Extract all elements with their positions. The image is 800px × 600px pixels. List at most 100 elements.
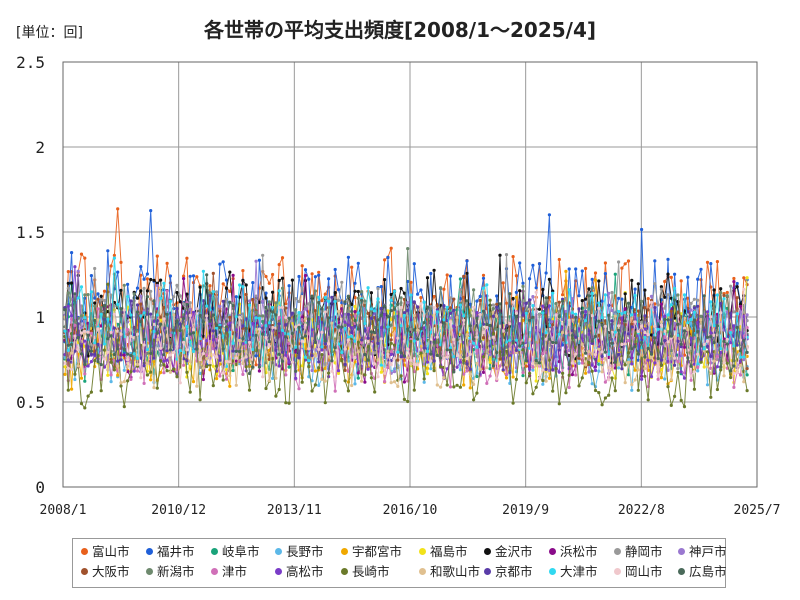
legend-label: 岡山市 [625, 564, 663, 579]
data-point [224, 278, 229, 282]
legend-label: 大阪市 [92, 564, 130, 579]
data-point [251, 297, 255, 302]
data-point [172, 350, 176, 354]
data-point [729, 284, 733, 288]
data-point [350, 334, 354, 338]
data-point [587, 294, 591, 298]
data-point [409, 293, 413, 297]
data-point [119, 288, 123, 292]
data-point [297, 311, 301, 315]
data-point [221, 371, 225, 375]
legend-marker [275, 568, 282, 575]
data-point [221, 327, 225, 331]
data-point [719, 301, 723, 305]
data-point [587, 360, 591, 365]
y-tick-label: 2.5 [16, 53, 45, 72]
legend-label: 長野市 [286, 544, 324, 559]
data-point [287, 365, 291, 369]
data-point [122, 351, 126, 355]
data-point [640, 338, 644, 342]
data-point [379, 363, 383, 367]
data-point [89, 324, 93, 328]
data-point [409, 337, 413, 341]
legend-item: 静岡市 [614, 543, 663, 561]
data-point [738, 338, 743, 342]
data-point [224, 368, 229, 372]
data-point [102, 342, 107, 346]
data-point [607, 291, 611, 295]
data-point [313, 369, 317, 373]
data-point [626, 332, 631, 336]
data-point [699, 318, 703, 322]
data-point [149, 312, 153, 316]
legend-label: 京都市 [495, 564, 533, 579]
data-point [303, 317, 308, 321]
legend-item: 大阪市 [81, 563, 130, 581]
data-point [155, 338, 159, 342]
data-point [577, 353, 581, 358]
data-point [488, 298, 492, 302]
data-point [742, 338, 746, 343]
legend-marker [146, 568, 153, 575]
data-point [376, 341, 380, 345]
data-point [188, 365, 192, 369]
legend-marker [549, 568, 556, 575]
data-point [600, 354, 604, 358]
data-point [406, 356, 410, 360]
data-point [485, 381, 489, 385]
data-point [696, 277, 700, 281]
data-point [623, 292, 627, 296]
data-point [719, 311, 723, 315]
data-point [429, 352, 433, 356]
data-point [73, 323, 77, 327]
data-point [491, 306, 495, 311]
data-point [705, 344, 710, 348]
data-point [155, 386, 159, 390]
data-point [152, 329, 156, 334]
data-point [465, 259, 469, 263]
data-point [610, 341, 614, 345]
data-point [561, 293, 565, 297]
data-point [702, 365, 706, 369]
data-point [287, 316, 291, 320]
data-point [198, 309, 202, 313]
data-point [198, 398, 202, 402]
data-point [402, 291, 406, 295]
data-point [544, 314, 548, 318]
data-point [541, 382, 545, 386]
data-point [590, 382, 594, 386]
data-point [442, 356, 446, 360]
data-point [653, 324, 657, 328]
data-point [254, 259, 258, 263]
data-point [399, 306, 403, 310]
data-point [738, 363, 743, 367]
data-point [419, 288, 423, 292]
data-point [692, 370, 697, 374]
data-point [422, 346, 426, 350]
data-point [742, 287, 746, 291]
data-point [709, 315, 713, 319]
data-point [633, 320, 637, 324]
data-point [593, 310, 598, 314]
data-point [669, 334, 673, 338]
data-point [636, 388, 640, 392]
data-point [112, 304, 116, 308]
data-point [544, 331, 548, 335]
data-point [333, 296, 337, 300]
data-point [162, 363, 166, 367]
data-point [323, 339, 327, 343]
data-point [597, 306, 601, 310]
data-point [656, 318, 660, 323]
data-point [399, 286, 403, 291]
data-point [356, 289, 360, 294]
data-point [83, 362, 87, 367]
data-point [122, 380, 126, 384]
data-point [577, 356, 581, 360]
data-point [508, 322, 512, 326]
data-point [386, 315, 390, 319]
legend-label: 岐阜市 [222, 544, 260, 559]
data-point [145, 348, 149, 352]
data-point [547, 376, 552, 380]
data-point [653, 336, 657, 340]
legend-item: 長野市 [275, 543, 324, 561]
